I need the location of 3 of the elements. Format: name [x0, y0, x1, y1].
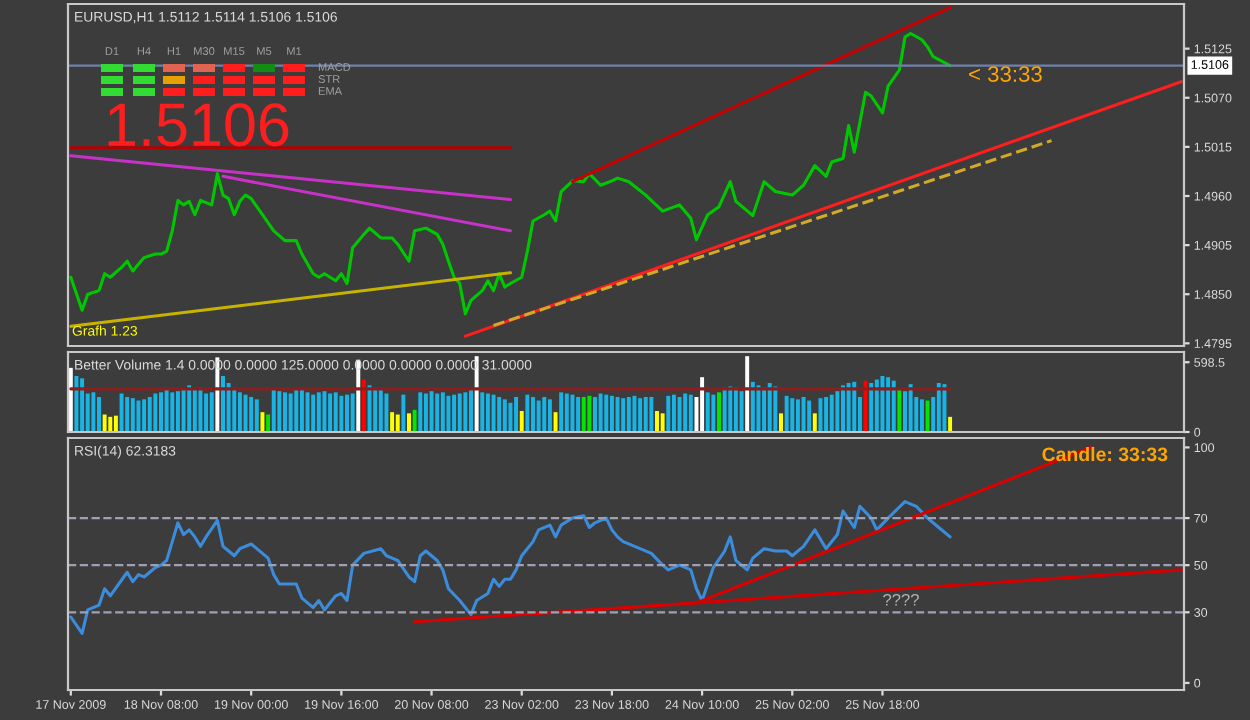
- annotation: 1.5106: [108, 103, 289, 147]
- annotation: < 33:33: [969, 66, 1042, 82]
- annotation: ????: [883, 593, 919, 606]
